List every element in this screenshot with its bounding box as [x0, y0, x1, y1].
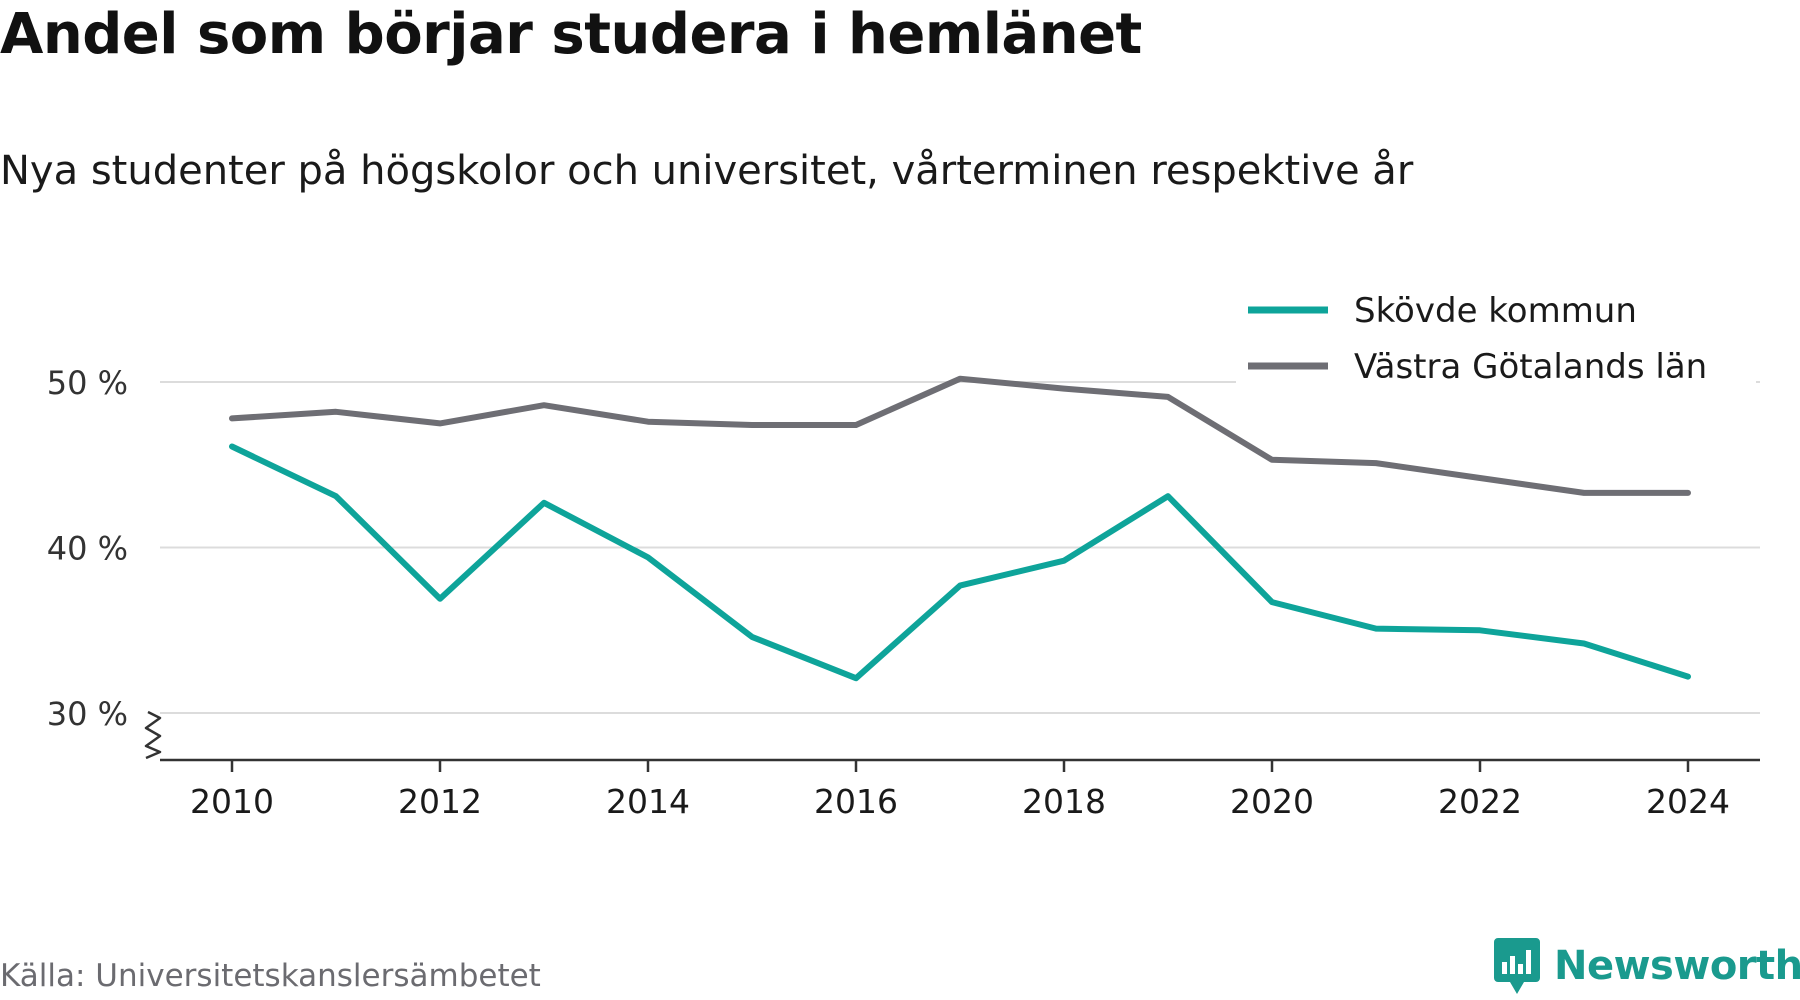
- brand-name: Newsworthy: [1554, 943, 1800, 989]
- x-tick-label: 2018: [1022, 782, 1106, 821]
- x-tick-label: 2024: [1646, 782, 1730, 821]
- y-tick-label: 30 %: [47, 695, 128, 733]
- x-tick-label: 2020: [1230, 782, 1314, 821]
- x-tick-label: 2014: [606, 782, 690, 821]
- bar-chart-speech-bubble-icon: [1494, 938, 1540, 994]
- series-line-1: [229, 375, 1691, 496]
- x-tick-label: 2012: [398, 782, 482, 821]
- x-axis-tick-labels: 2010 2012 2014 2016 2018 2020 2022 2024: [190, 782, 1730, 821]
- x-tick-label: 2016: [814, 782, 898, 821]
- y-tick-label: 40 %: [47, 530, 128, 568]
- chart-subtitle: Nya studenter på högskolor och universit…: [0, 148, 1414, 194]
- y-axis-tick-labels: 30 % 40 % 50 %: [47, 364, 162, 760]
- legend-label: Västra Götalands län: [1354, 347, 1707, 387]
- chart-title: Andel som börjar studera i hemlänet: [0, 2, 1142, 67]
- legend-label: Skövde kommun: [1354, 291, 1637, 331]
- brand-logo: Newsworthy: [1494, 938, 1800, 994]
- gridlines: [160, 381, 1760, 714]
- x-axis: [160, 758, 1760, 772]
- source-note: Källa: Universitetskanslersämbetet: [0, 958, 541, 994]
- data-series: [229, 375, 1691, 682]
- x-tick-label: 2022: [1438, 782, 1522, 821]
- axis-break-marker: [144, 710, 162, 760]
- legend: Skövde kommun Västra Götalands län: [1236, 284, 1756, 392]
- series-line-0: [229, 443, 1691, 682]
- y-tick-label: 50 %: [47, 364, 128, 402]
- x-tick-label: 2010: [190, 782, 274, 821]
